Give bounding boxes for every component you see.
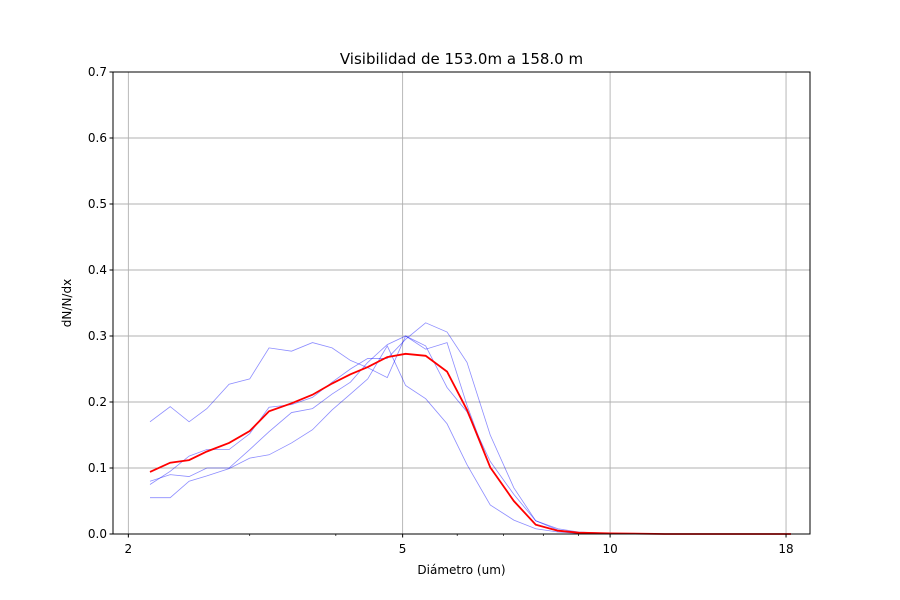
series-line-sample (149, 322, 791, 535)
y-tick-label: 0.0 (88, 527, 107, 541)
chart-title: Visibilidad de 153.0m a 158.0 m (340, 50, 583, 68)
y-tick-label: 0.5 (88, 197, 107, 211)
y-tick-label: 0.3 (88, 329, 107, 343)
y-tick-label: 0.7 (88, 65, 107, 79)
x-tick-label: 18 (778, 542, 793, 556)
series-line-sample (149, 335, 791, 535)
series-group (149, 322, 791, 535)
y-tick-label: 0.6 (88, 131, 107, 145)
y-tick-label: 0.4 (88, 263, 107, 277)
axes-ticks: 0.0 0.1 0.2 0.3 0.4 0.5 0.6 0.7 2 5 10 18 (88, 65, 794, 556)
x-tick-label: 2 (125, 542, 133, 556)
y-tick-label: 0.1 (88, 461, 107, 475)
x-axis-label: Diámetro (um) (417, 563, 505, 577)
x-tick-label: 5 (399, 542, 407, 556)
grid (113, 71, 810, 535)
y-axis-label: dN/N/dx (60, 279, 74, 327)
plot-frame (112, 71, 811, 535)
series-line-sample (149, 335, 791, 535)
x-tick-label: 10 (602, 542, 617, 556)
series-line-mean (149, 352, 791, 535)
y-tick-label: 0.2 (88, 395, 107, 409)
